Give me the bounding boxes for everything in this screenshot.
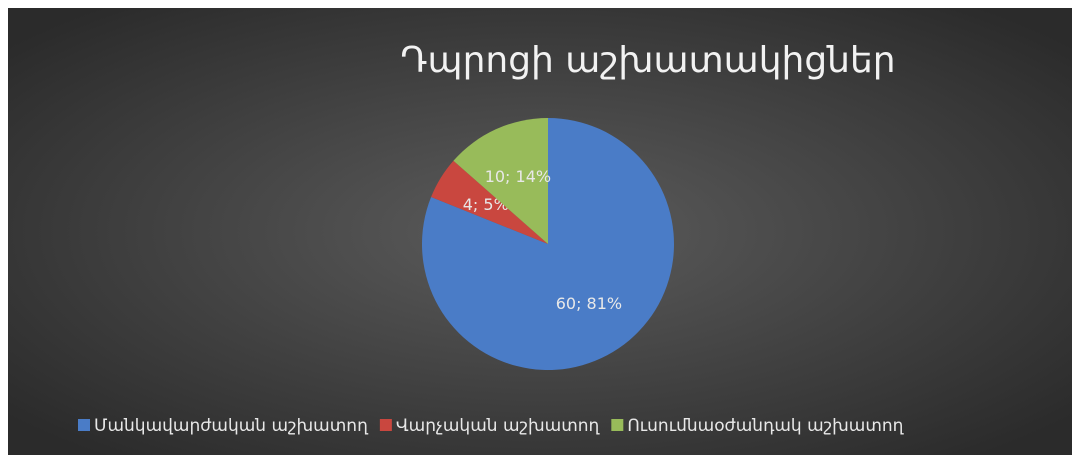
legend-label: Վարչական աշխատող: [396, 416, 601, 436]
legend-swatch: [78, 419, 90, 431]
pie-slice: [453, 118, 548, 244]
legend-swatch: [379, 419, 392, 431]
legend-swatch: [611, 419, 624, 431]
pie-slice: [431, 160, 548, 244]
chart-title: Դպրոցի աշխատակիցներ: [400, 40, 895, 81]
legend-label: Մանկավարժական աշխատող: [94, 416, 369, 436]
data-label: 4; 5%: [463, 195, 509, 214]
legend-label: Ուսումնաօժանդակ աշխատող: [627, 416, 904, 436]
data-label: 60; 81%: [556, 294, 622, 313]
data-label: 10; 14%: [485, 167, 551, 186]
